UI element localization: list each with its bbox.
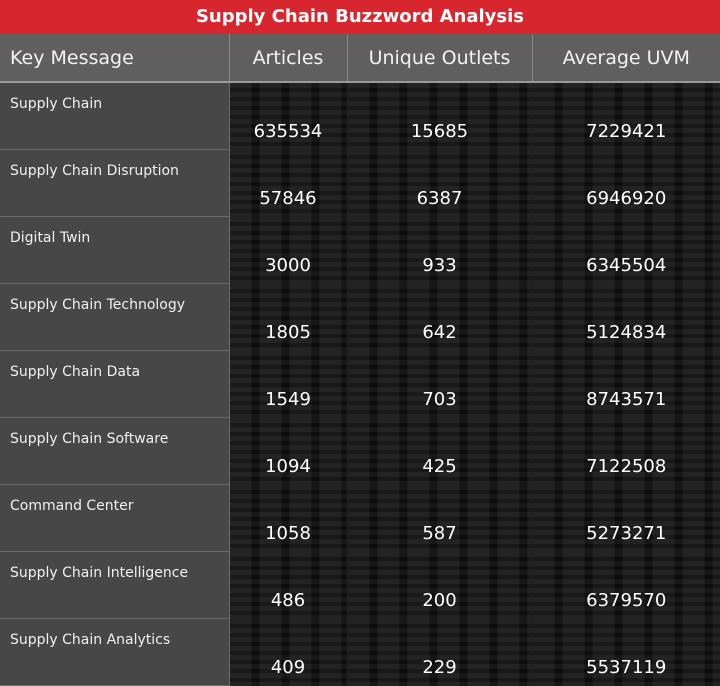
articles-cell: 635534: [229, 82, 348, 150]
uvm-cell: 7229421: [532, 82, 720, 150]
outlets-cell: 587: [347, 484, 533, 552]
key-message-cell: Supply Chain Disruption: [0, 149, 230, 217]
outlets-cell: 229: [347, 618, 533, 686]
articles-cell: 57846: [229, 149, 348, 217]
key-message-cell: Digital Twin: [0, 216, 230, 284]
table-row: Supply Chain Disruption 57846 6387 69469…: [0, 149, 720, 217]
table-row: Command Center 1058 587 5273271: [0, 484, 720, 552]
articles-cell: 486: [229, 551, 348, 619]
uvm-cell: 5537119: [532, 618, 720, 686]
table-row: Supply Chain Technology 1805 642 5124834: [0, 283, 720, 351]
outlets-cell: 703: [347, 350, 533, 418]
header-unique-outlets: Unique Outlets: [347, 34, 533, 83]
outlets-cell: 200: [347, 551, 533, 619]
uvm-cell: 5273271: [532, 484, 720, 552]
header-key-message: Key Message: [0, 34, 230, 83]
uvm-cell: 6345504: [532, 216, 720, 284]
table-title: Supply Chain Buzzword Analysis: [0, 0, 720, 34]
header-row: Key Message Articles Unique Outlets Aver…: [0, 34, 720, 83]
table-row: Supply Chain 635534 15685 7229421: [0, 82, 720, 150]
articles-cell: 1094: [229, 417, 348, 485]
uvm-cell: 7122508: [532, 417, 720, 485]
uvm-cell: 8743571: [532, 350, 720, 418]
outlets-cell: 15685: [347, 82, 533, 150]
key-message-cell: Supply Chain: [0, 82, 230, 150]
articles-cell: 409: [229, 618, 348, 686]
articles-cell: 1058: [229, 484, 348, 552]
outlets-cell: 6387: [347, 149, 533, 217]
header-articles: Articles: [229, 34, 348, 83]
uvm-cell: 5124834: [532, 283, 720, 351]
articles-cell: 1805: [229, 283, 348, 351]
outlets-cell: 642: [347, 283, 533, 351]
articles-cell: 1549: [229, 350, 348, 418]
key-message-cell: Supply Chain Software: [0, 417, 230, 485]
key-message-cell: Supply Chain Intelligence: [0, 551, 230, 619]
key-message-cell: Supply Chain Analytics: [0, 618, 230, 686]
buzzword-table: Key Message Articles Unique Outlets Aver…: [0, 34, 720, 686]
outlets-cell: 933: [347, 216, 533, 284]
table-row: Digital Twin 3000 933 6345504: [0, 216, 720, 284]
uvm-cell: 6379570: [532, 551, 720, 619]
key-message-cell: Command Center: [0, 484, 230, 552]
table-row: Supply Chain Intelligence 486 200 637957…: [0, 551, 720, 619]
table-row: Supply Chain Data 1549 703 8743571: [0, 350, 720, 418]
key-message-cell: Supply Chain Data: [0, 350, 230, 418]
uvm-cell: 6946920: [532, 149, 720, 217]
header-average-uvm: Average UVM: [532, 34, 720, 83]
articles-cell: 3000: [229, 216, 348, 284]
table-row: Supply Chain Software 1094 425 7122508: [0, 417, 720, 485]
table-row: Supply Chain Analytics 409 229 5537119: [0, 618, 720, 686]
outlets-cell: 425: [347, 417, 533, 485]
key-message-cell: Supply Chain Technology: [0, 283, 230, 351]
